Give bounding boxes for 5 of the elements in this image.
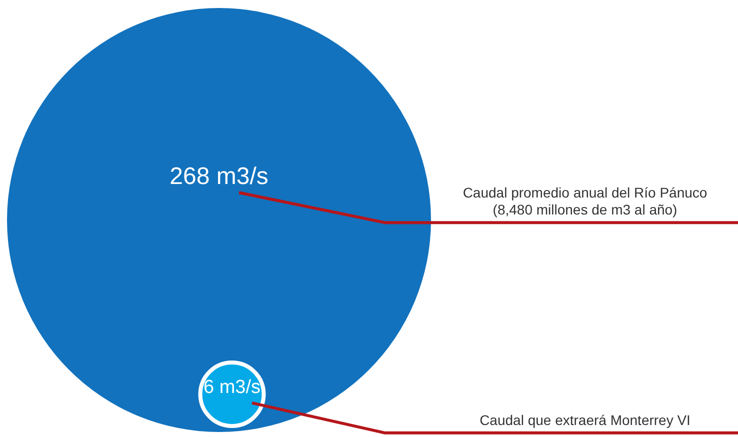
data-label: 268 m3/s	[170, 163, 268, 190]
category-label: Caudal promedio anual del Río Pánuco	[462, 184, 708, 201]
category-label: Caudal que extraerá Monterrey VI	[480, 412, 690, 428]
text: (8,480 millones de m3 al año)	[492, 202, 678, 218]
data-label: 6 m3/s	[203, 377, 261, 398]
